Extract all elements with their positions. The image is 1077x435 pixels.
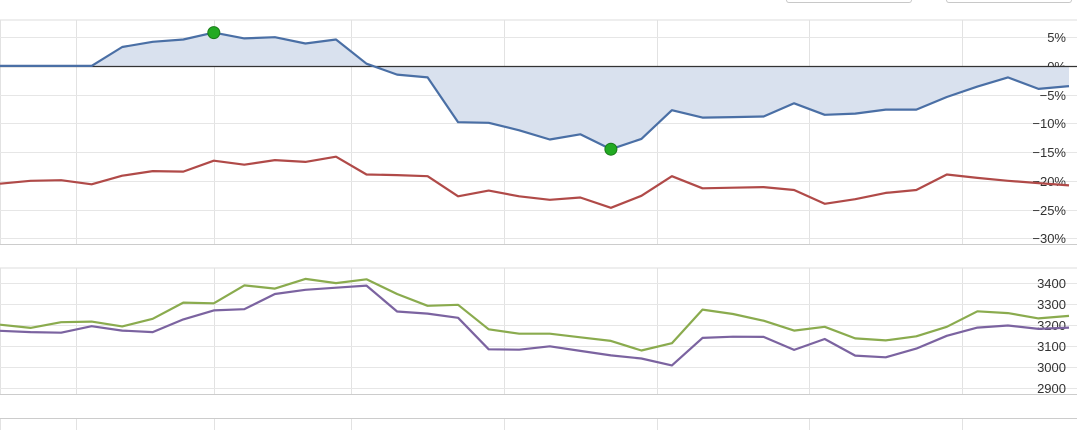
panel-2: 3400 3300 3200 3100 3000 2900 [0,267,1077,396]
range-selector-box-right[interactable] [946,0,1072,3]
y-tick-label: −20% [1032,174,1066,189]
y-tick-label: −30% [1032,231,1066,246]
panel-1: 5%0%−5%−10%−15%−20%−25%−30% [0,19,1077,246]
series-1-area [0,32,1069,150]
y-tick-label: −15% [1032,145,1066,160]
extreme-point-marker-1 [207,26,221,40]
range-selector-box-left[interactable] [786,0,912,3]
series-1-line [0,277,1070,352]
y-tick-label: 5% [1047,30,1066,45]
extreme-point-marker-2 [604,142,618,156]
y-tick-label: 3200 [1037,318,1066,333]
y-tick-label: −5% [1040,88,1067,103]
y-tick-label: 2900 [1037,381,1066,396]
y-tick-label: 3100 [1037,339,1066,354]
y-tick-label: −10% [1032,116,1066,131]
series-2-line [0,155,1070,209]
series-2-line [0,284,1070,367]
y-tick-label: 3000 [1037,360,1066,375]
series-1-line [0,31,1070,151]
y-tick-label: −25% [1032,203,1066,218]
navigator-strip [0,418,1077,430]
y-tick-label: 3400 [1037,276,1066,291]
y-tick-label: 3300 [1037,297,1066,312]
